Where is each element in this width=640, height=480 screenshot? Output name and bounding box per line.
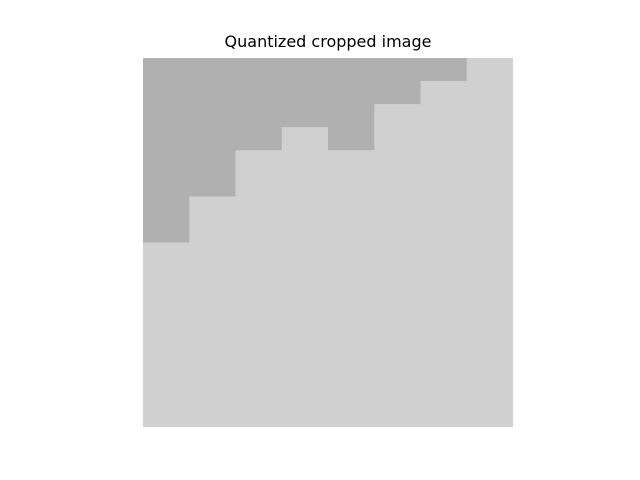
light-region-column-8 (466, 58, 513, 427)
dark-region-column-2 (189, 58, 236, 197)
dark-region-column-4 (281, 58, 329, 128)
dark-region-column-1 (143, 58, 190, 243)
light-region-column-2 (189, 196, 236, 427)
image-title: Quantized cropped image (224, 32, 432, 51)
light-region-column-3 (235, 150, 283, 427)
dark-region-column-7 (420, 58, 468, 82)
dark-region-column-5 (328, 58, 375, 151)
light-region-column-4 (281, 127, 329, 427)
dark-region-column-3 (235, 58, 283, 151)
quantized-image (143, 58, 513, 427)
light-region-column-6 (374, 104, 421, 427)
dark-region-column-6 (374, 58, 421, 105)
quantized-cells-group (143, 58, 513, 427)
light-region-column-1 (143, 242, 190, 427)
light-region-column-7 (420, 81, 468, 427)
light-region-column-5 (328, 150, 375, 427)
